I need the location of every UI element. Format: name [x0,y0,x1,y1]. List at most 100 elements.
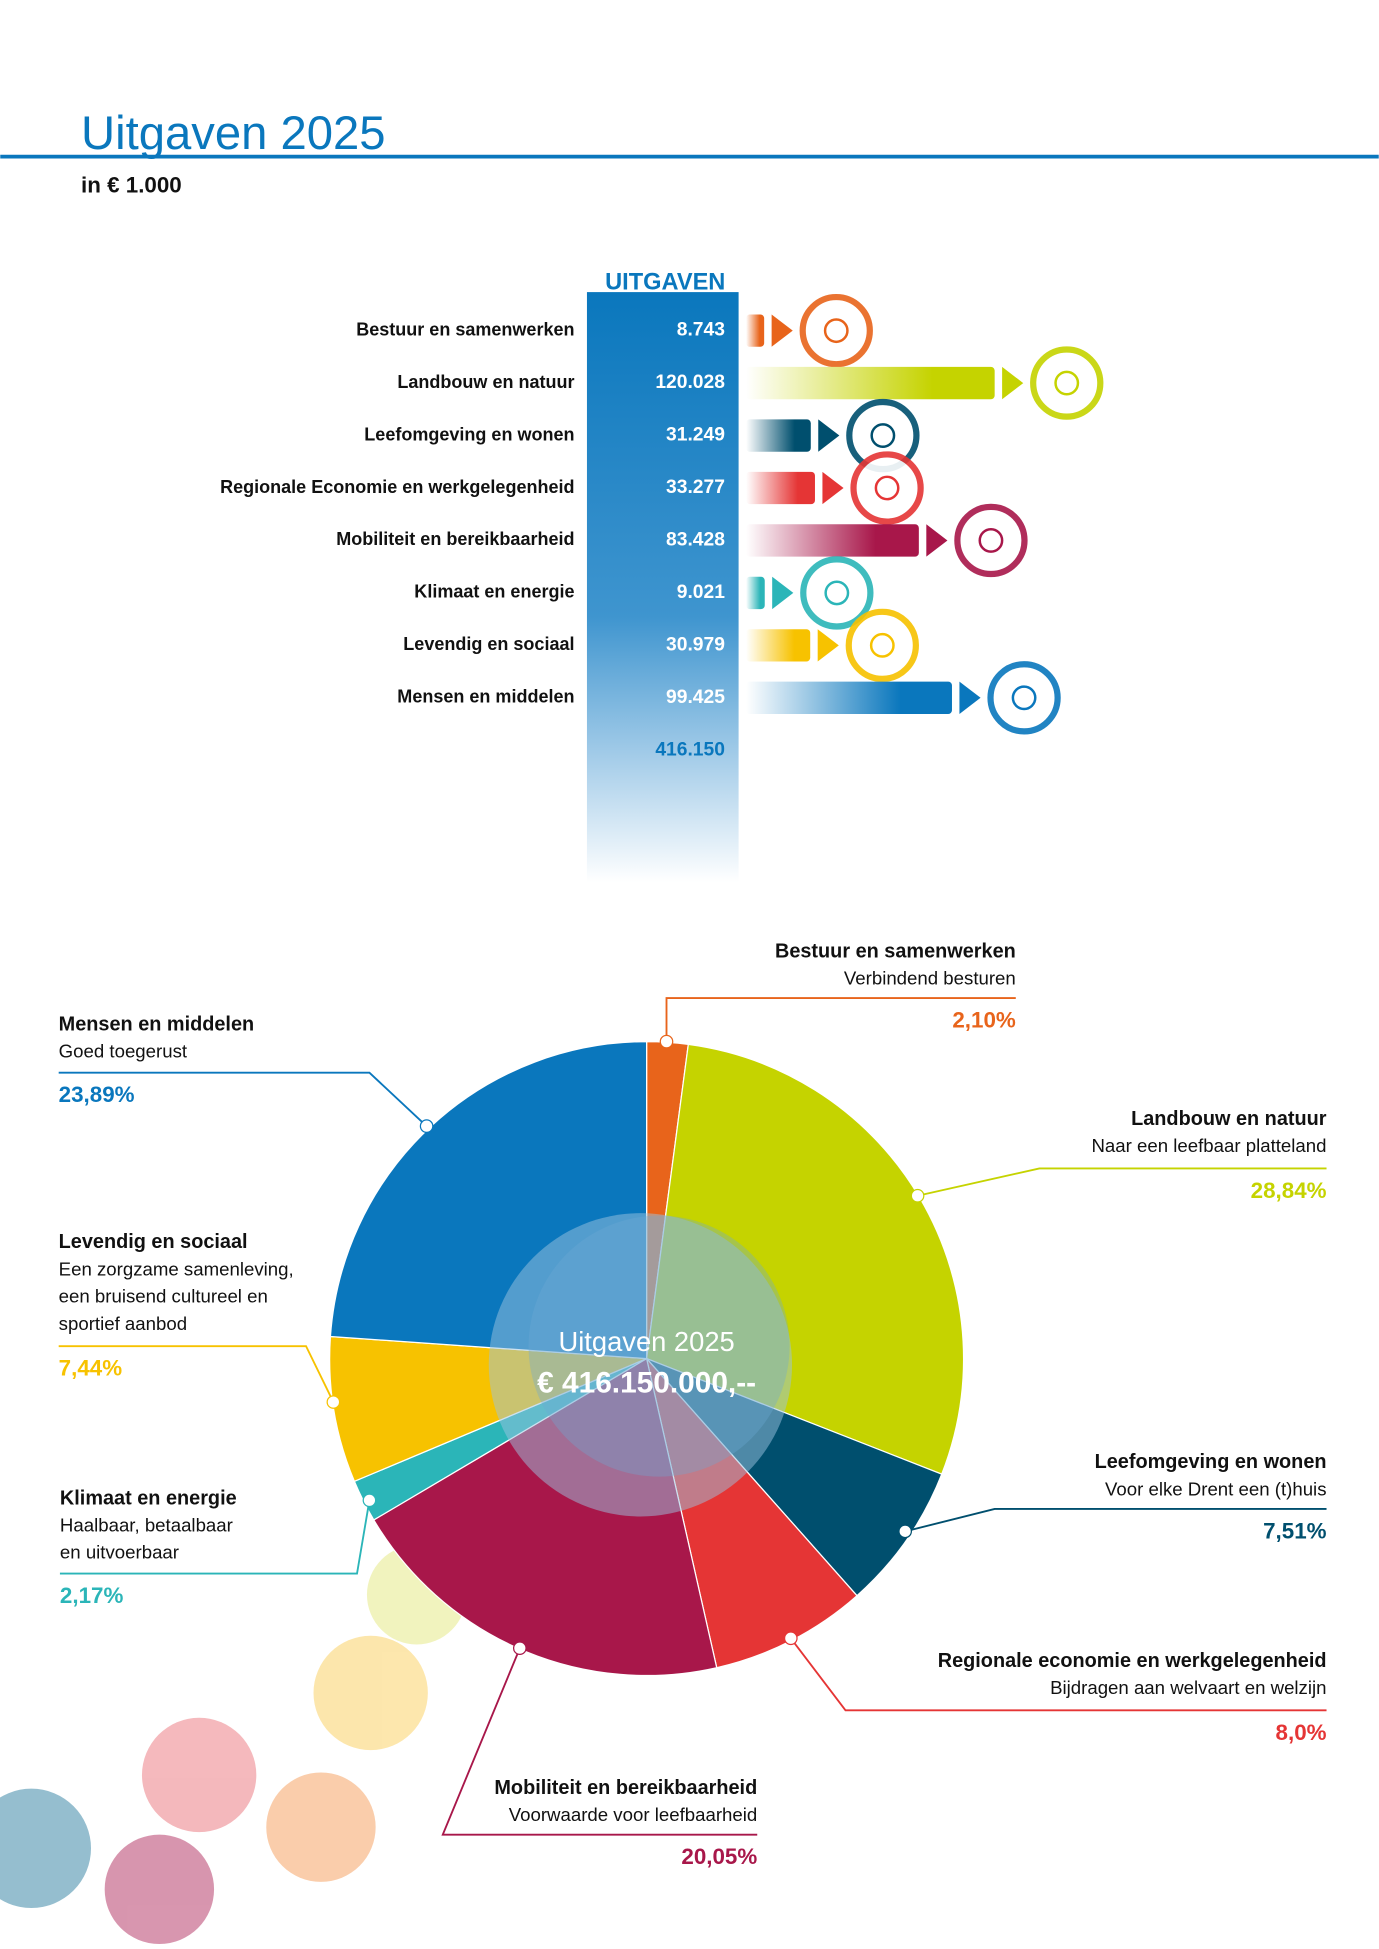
leader-line [58,1345,335,1403]
slice-subtitle: Goed toegerust [59,1041,188,1062]
value-label: 83.428 [666,530,725,551]
leader-dot [362,1493,377,1508]
slice-title: Landbouw en natuur [1131,1108,1327,1130]
bar [746,681,952,714]
value-label: 33.277 [666,477,725,498]
slice-title: Klimaat en energie [60,1487,237,1509]
slice-percent: 20,05% [681,1844,757,1869]
category-label: Leefomgeving en wonen [364,424,574,444]
bar-arrow [817,629,839,662]
category-label: Mobiliteit en bereikbaarheid [336,529,574,549]
column-title: UITGAVEN [605,270,725,296]
bar-icon [800,556,874,630]
leader-line [58,1071,428,1127]
bar [746,471,815,505]
slice-subtitle: Voorwaarde voor leefbaarheid [509,1804,758,1825]
category-label: Klimaat en energie [414,582,574,602]
center-blob [488,1213,793,1517]
category-label: Landbouw en natuur [397,372,574,392]
category-label: Bestuur en samenwerken [356,319,574,339]
bar-arrow [772,576,794,610]
slice-title: Leefomgeving en wonen [1095,1451,1327,1473]
leader-line [904,1508,1327,1533]
value-label: 99.425 [666,687,725,708]
page-subtitle: in € 1.000 [81,172,182,197]
slice-percent: 2,10% [952,1008,1016,1033]
leader-dot [326,1395,341,1409]
slice-percent: 7,51% [1263,1519,1327,1544]
bar-icon [850,451,924,525]
value-label: 9.021 [677,582,725,603]
leader-line [59,1500,371,1575]
slice-subtitle: Bijdragen aan welvaart en welzijn [1050,1677,1326,1698]
value-label: 30.979 [666,634,725,655]
slice-title: Regionale economie en werkgelegenheid [938,1650,1327,1672]
leader-line [665,997,1016,1042]
bar [746,314,765,347]
slice-subtitle: en uitvoerbaar [60,1542,179,1563]
bar-icon [845,608,919,683]
value-label: 8.743 [677,320,725,341]
bar-icon-inner [1011,685,1037,711]
bar-icon-inner [869,632,895,658]
bar [746,524,919,557]
center-total: € 416.150.000,-- [537,1367,756,1400]
center-title: Uitgaven 2025 [558,1326,734,1357]
leader-dot [419,1119,434,1133]
pie-chart: Uitgaven 2025 € 416.150.000,-- Bestuur en … [58,940,1327,1869]
slice-title: Mensen en middelen [59,1014,254,1036]
leader-line [441,1647,758,1836]
category-label: Regionale Economie en werkgelegenheid [220,477,574,497]
slice-subtitle: Een zorgzame samenleving, [59,1258,294,1279]
bar-icon [799,293,873,368]
value-label: 31.249 [666,425,725,446]
leader-dot [512,1641,527,1656]
bar-icon-inner [823,318,849,344]
bar [746,419,811,452]
bar-arrow [771,314,793,347]
total-label: 416.150 [655,739,725,760]
slice-percent: 23,89% [59,1082,135,1107]
leader-dot [898,1524,912,1539]
bar-arrow [959,681,981,714]
slice-subtitle: Voor elke Drent een (t)huis [1105,1478,1327,1499]
bar [746,629,811,662]
bar-icon-inner [824,580,850,606]
bar-arrow [926,524,948,557]
leader-dot [910,1188,925,1203]
slice-percent: 2,17% [60,1583,124,1608]
bar-icon [954,503,1028,578]
slice-subtitle: sportief aanbod [59,1313,187,1334]
slice-subtitle: Naar een leefbaar platteland [1091,1135,1326,1156]
bar-chart: UITGAVEN Bestuur en samenwerken 8.743 Landb… [220,270,1104,760]
page-title: Uitgaven 2025 [81,107,386,160]
slice-title: Levendig en sociaal [59,1231,248,1253]
slice-percent: 7,44% [59,1356,123,1381]
leader-line [790,1637,1327,1712]
bar-icon-inner [870,423,896,448]
bar-icon [987,661,1061,735]
leader-dot [783,1631,798,1646]
decor-bubbles [0,1545,467,1945]
value-label: 120.028 [655,372,725,393]
bar-arrow [822,471,844,505]
slice-subtitle: Verbindend besturen [844,967,1016,988]
slice-title: Bestuur en samenwerken [775,940,1016,962]
category-label: Levendig en sociaal [403,634,574,654]
slice-percent: 8,0% [1276,1720,1327,1745]
slice-title: Mobiliteit en bereikbaarheid [494,1777,757,1799]
category-label: Mensen en middelen [397,687,574,707]
slice-percent: 28,84% [1251,1178,1327,1203]
bar [746,576,765,610]
bar [746,366,995,400]
bar-icon-inner [1054,370,1080,396]
bar-icon-inner [978,528,1004,553]
leader-line [917,1167,1327,1197]
bar-arrow [1002,366,1024,400]
slice-subtitle: een bruisend cultureel en [59,1286,268,1307]
bar-icon [1030,346,1104,420]
bar-arrow [818,419,840,452]
center-blob [528,1215,790,1477]
